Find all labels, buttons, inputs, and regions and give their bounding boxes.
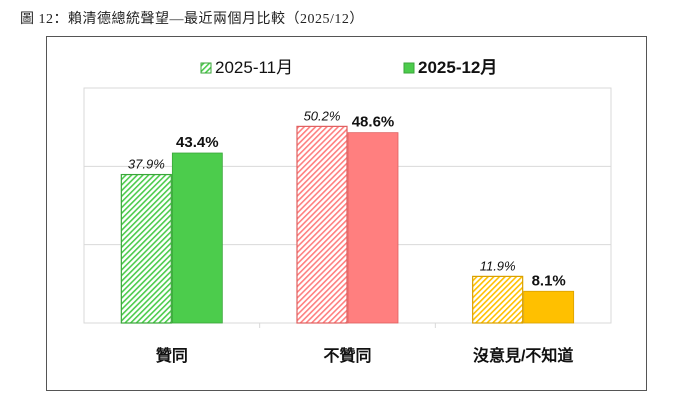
legend-swatch <box>403 62 415 74</box>
data-label: 11.9% <box>480 258 516 273</box>
bar-nov-1 <box>296 125 348 324</box>
bar-dec-2 <box>523 290 575 324</box>
bar-nov-2 <box>472 275 524 324</box>
data-label: 43.4% <box>176 134 219 151</box>
legend-swatch <box>200 62 212 74</box>
bar-dec-1 <box>347 132 399 324</box>
category-label: 不贊同 <box>323 346 371 365</box>
data-label: 48.6% <box>352 114 395 131</box>
legend-label: 2025-11月 <box>215 58 293 77</box>
chart-frame <box>46 36 647 391</box>
figure-caption: 圖 12：賴清德總統聲望—最近兩個月比較（2025/12） <box>20 12 364 27</box>
legend-label: 2025-12月 <box>418 58 497 77</box>
category-label: 贊同 <box>156 346 188 365</box>
data-label: 8.1% <box>532 272 566 289</box>
data-label: 37.9% <box>128 157 165 172</box>
data-label: 50.2% <box>304 108 341 123</box>
bar-nov-0 <box>120 173 172 324</box>
bar-dec-0 <box>171 152 223 324</box>
category-label: 沒意見/不知道 <box>473 346 573 365</box>
